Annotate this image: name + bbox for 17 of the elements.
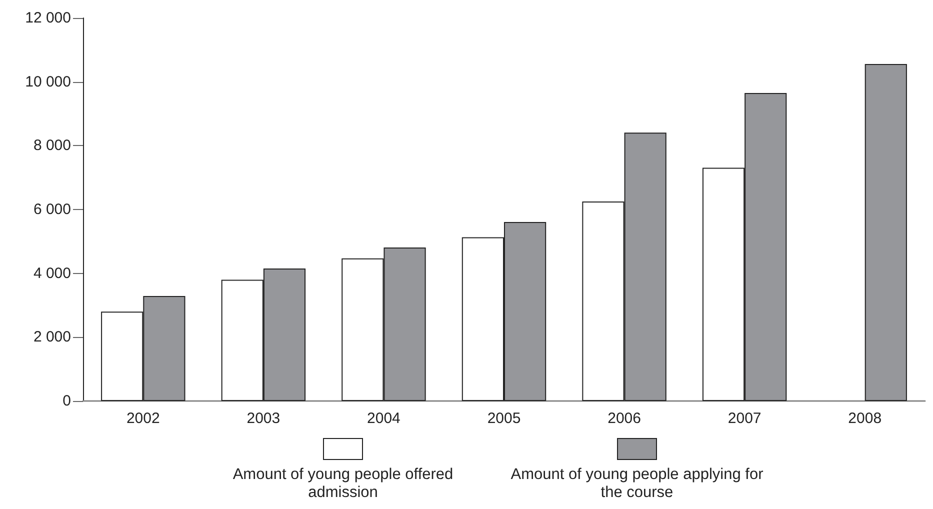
legend-label: Amount of young people applying for the course (510, 466, 764, 502)
x-tick-label: 2002 (126, 410, 160, 427)
x-tick-label: 2004 (367, 410, 400, 427)
legend-label: Amount of young people offered admission (232, 466, 454, 502)
y-tick-label: 12 000 (25, 10, 71, 26)
y-tick-label: 6 000 (33, 201, 71, 218)
x-tick-label: 2006 (608, 410, 641, 427)
x-tick-label: 2007 (728, 410, 762, 427)
y-tick-label: 2 000 (33, 328, 71, 346)
y-tick-label: 10 000 (25, 73, 71, 90)
y-tick-label: 8 000 (33, 137, 71, 154)
y-tick-label: 0 (62, 392, 71, 410)
bar (864, 64, 907, 401)
x-tick-label: 2003 (246, 410, 280, 427)
x-tick-label: 2008 (848, 410, 882, 427)
y-tick-label: 4 000 (33, 264, 71, 282)
x-tick-label: 2005 (487, 410, 521, 427)
